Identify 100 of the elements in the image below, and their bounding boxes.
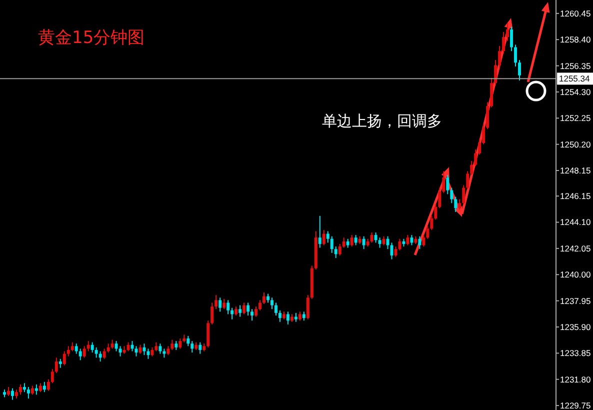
candlestick [474, 148, 478, 167]
candlestick [426, 226, 430, 240]
candlestick [62, 350, 66, 366]
candlestick [278, 310, 282, 322]
candlestick [490, 77, 494, 108]
candlestick [10, 388, 14, 400]
candlestick [250, 308, 254, 322]
candlestick [270, 297, 274, 310]
y-tick-label: 1252.25 [560, 113, 591, 124]
y-tick-label: 1240.00 [560, 270, 591, 280]
candlestick [210, 302, 214, 325]
candlestick [518, 60, 521, 81]
candlestick [330, 236, 334, 254]
y-tick-label: 1254.30 [560, 86, 591, 97]
candlestick [262, 292, 266, 304]
candlestick [326, 230, 330, 244]
y-tick-label: 1242.05 [560, 243, 591, 254]
candlestick [338, 243, 342, 256]
candlestick [178, 338, 182, 350]
candlestick [198, 342, 202, 354]
candlestick [406, 234, 410, 246]
candlestick [398, 238, 402, 251]
candlestick [142, 343, 146, 356]
candlestick [482, 123, 486, 145]
candlestick [350, 234, 354, 248]
candlestick [226, 300, 230, 315]
candlestick [374, 232, 378, 244]
candlestick [78, 348, 82, 361]
y-tick-label: 1246.15 [560, 191, 591, 202]
y-tick-label: 1235.90 [560, 322, 591, 332]
candlestick [438, 187, 442, 209]
candlestick [46, 378, 50, 392]
candlestick [470, 160, 474, 176]
candlestick [378, 237, 382, 248]
candlestick [146, 348, 150, 360]
candlestick [222, 298, 226, 310]
candlestick [254, 306, 258, 318]
candlestick [90, 342, 94, 354]
candlestick [246, 302, 250, 316]
candlestick [442, 170, 446, 194]
candlestick [370, 232, 374, 244]
candlestick [466, 170, 470, 190]
candlestick [430, 215, 434, 230]
y-tick-label: 1248.15 [560, 166, 591, 176]
y-tick-label: 1258.40 [560, 34, 591, 45]
candlestick [510, 26, 514, 52]
candlestick [434, 204, 438, 220]
candlestick [454, 196, 458, 213]
y-tick-label: 1229.75 [560, 400, 591, 410]
candlestick [54, 357, 58, 374]
candlestick [190, 340, 194, 354]
candlestick [494, 60, 498, 85]
candlestick [158, 343, 162, 354]
candlestick [18, 384, 22, 396]
y-tick-label: 1231.80 [560, 374, 591, 384]
candlestick [422, 234, 426, 248]
annotation: 单边上扬，回调多 [322, 112, 442, 130]
text: 黄金15分钟图 [38, 28, 145, 48]
candlestick [514, 44, 518, 67]
candlestick [498, 45, 502, 68]
candlestick [478, 138, 482, 156]
candlestick [98, 350, 102, 362]
candlestick [214, 294, 218, 310]
candlestick [394, 246, 398, 258]
candlestick [342, 237, 346, 248]
candlestick [322, 229, 326, 246]
candlestick [334, 246, 338, 259]
candlestick [318, 215, 322, 248]
candlestick [26, 386, 30, 400]
candlestick [66, 346, 70, 357]
y-tick-label: 1260.45 [560, 8, 591, 18]
candlestick [286, 311, 290, 325]
candlestick [42, 381, 46, 393]
candlestick [462, 184, 466, 205]
candlestick [218, 297, 222, 312]
candlestick [230, 307, 234, 320]
candlestick [410, 234, 414, 246]
y-tick-label: 1250.20 [560, 139, 591, 150]
candlestick [34, 384, 38, 396]
candlestick [102, 348, 106, 360]
candlestick [94, 346, 98, 358]
y-tick-label: 1237.95 [560, 296, 591, 306]
candlestick [86, 340, 90, 352]
ref-line-label: 1255.34 [559, 74, 590, 84]
candlestick [458, 198, 462, 210]
candlestick [486, 102, 490, 130]
candlestick [118, 346, 122, 357]
candlestick [82, 346, 86, 358]
candlestick [274, 302, 278, 316]
candlestick [386, 236, 390, 250]
candlestick [418, 236, 422, 250]
y-tick-label: 1244.10 [560, 217, 591, 228]
candlestick [206, 320, 210, 348]
candlestick [114, 340, 118, 352]
candlestick [170, 339, 174, 350]
candlestick [450, 187, 454, 204]
candlestick [186, 335, 190, 347]
y-tick-label: 1233.85 [560, 348, 591, 358]
candlestick [362, 236, 366, 250]
y-tick-label: 1256.35 [560, 60, 591, 71]
